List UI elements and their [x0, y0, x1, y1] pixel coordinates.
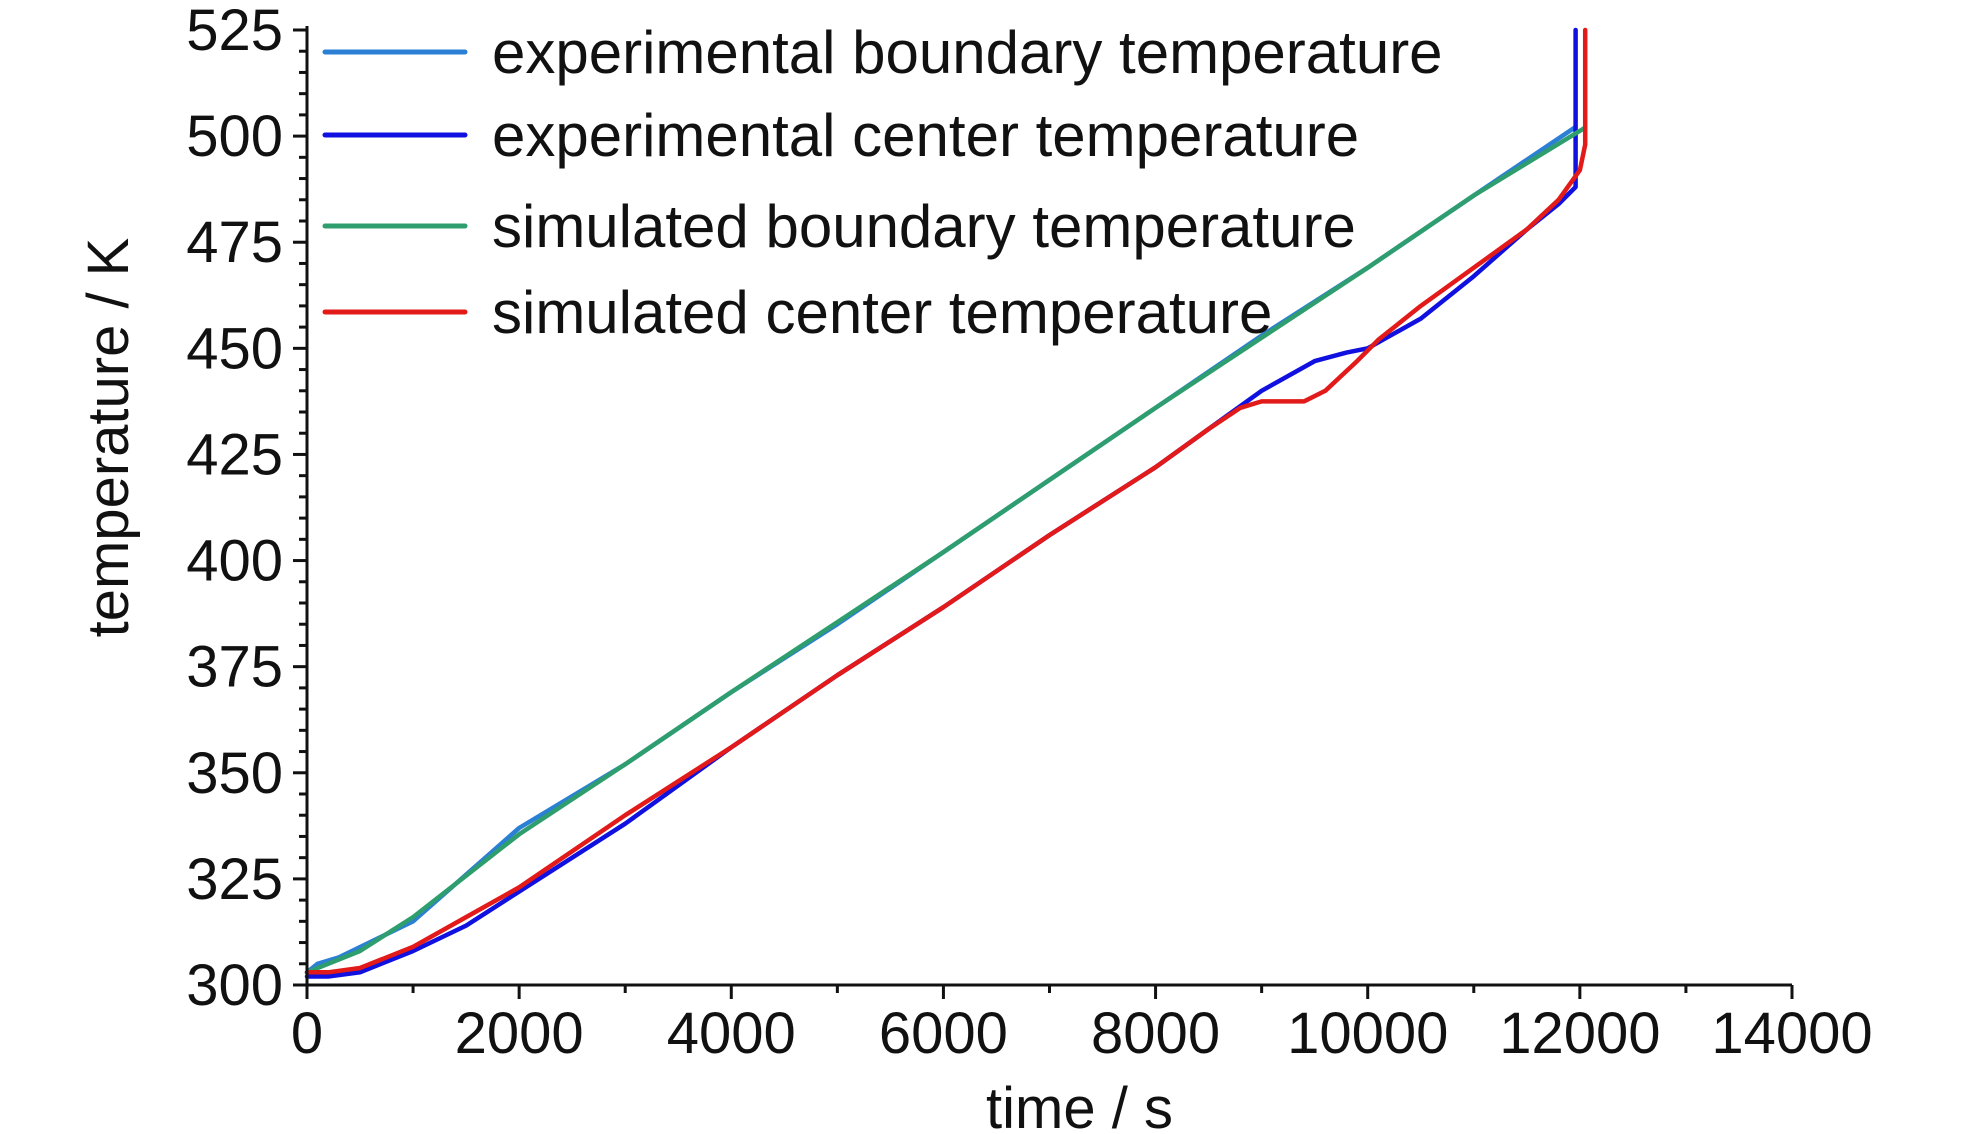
series-line-2: [304, 27, 1578, 979]
legend: experimental boundary temperature experim…: [322, 19, 1443, 346]
series-line-3: [304, 125, 1588, 975]
y-tick-label: 450: [186, 316, 283, 381]
y-tick-label: 300: [186, 953, 283, 1018]
y-axis-label: temperature / K: [76, 237, 141, 637]
axes-layer: 0 2000 4000 6000 8000 10000 12000 14000 300 325 35…: [76, 0, 1873, 1134]
x-tick-label: 14000: [1711, 1001, 1872, 1066]
y-tick-label: 375: [186, 635, 283, 700]
x-axis-label: time / s: [986, 1076, 1173, 1134]
y-tick-label: 400: [186, 529, 283, 594]
x-tick-label: 12000: [1499, 1001, 1660, 1066]
y-tick-label: 350: [186, 741, 283, 806]
x-tick-label: 4000: [667, 1001, 796, 1066]
series-layer: [304, 27, 1588, 979]
y-tick-label: 475: [186, 210, 283, 275]
legend-label-3: simulated boundary temperature: [492, 193, 1356, 260]
x-tick-label: 2000: [455, 1001, 584, 1066]
y-tick-label: 325: [186, 847, 283, 912]
legend-label-1: experimental boundary temperature: [492, 19, 1443, 86]
x-tick-label: 8000: [1091, 1001, 1220, 1066]
series-line-4: [304, 27, 1588, 975]
y-tick-label: 500: [186, 104, 283, 169]
y-tick-label: 425: [186, 422, 283, 487]
y-tick-label: 525: [186, 0, 283, 63]
x-tick-label: 6000: [879, 1001, 1008, 1066]
x-tick-label: 0: [291, 1001, 323, 1066]
legend-label-4: simulated center temperature: [492, 279, 1272, 346]
x-tick-label: 10000: [1287, 1001, 1448, 1066]
legend-label-2: experimental center temperature: [492, 102, 1359, 169]
